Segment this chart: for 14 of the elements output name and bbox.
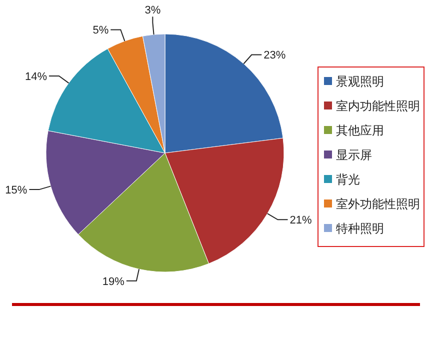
legend-label: 特种照明 bbox=[336, 222, 384, 236]
data-label: 5% bbox=[92, 24, 109, 37]
legend-label: 室外功能性照明 bbox=[336, 197, 420, 211]
data-label: 3% bbox=[144, 4, 161, 17]
data-label: 23% bbox=[264, 50, 286, 62]
data-label: 14% bbox=[24, 71, 48, 83]
data-label: 19% bbox=[102, 276, 125, 288]
legend-label: 背光 bbox=[336, 172, 360, 186]
legend-label: 室内功能性照明 bbox=[336, 99, 420, 113]
legend-label: 其他应用 bbox=[336, 124, 384, 138]
data-label: 21% bbox=[290, 214, 312, 227]
data-label: 15% bbox=[5, 184, 28, 197]
legend-label: 显示屏 bbox=[336, 148, 372, 162]
legend-label: 景观照明 bbox=[336, 74, 384, 88]
